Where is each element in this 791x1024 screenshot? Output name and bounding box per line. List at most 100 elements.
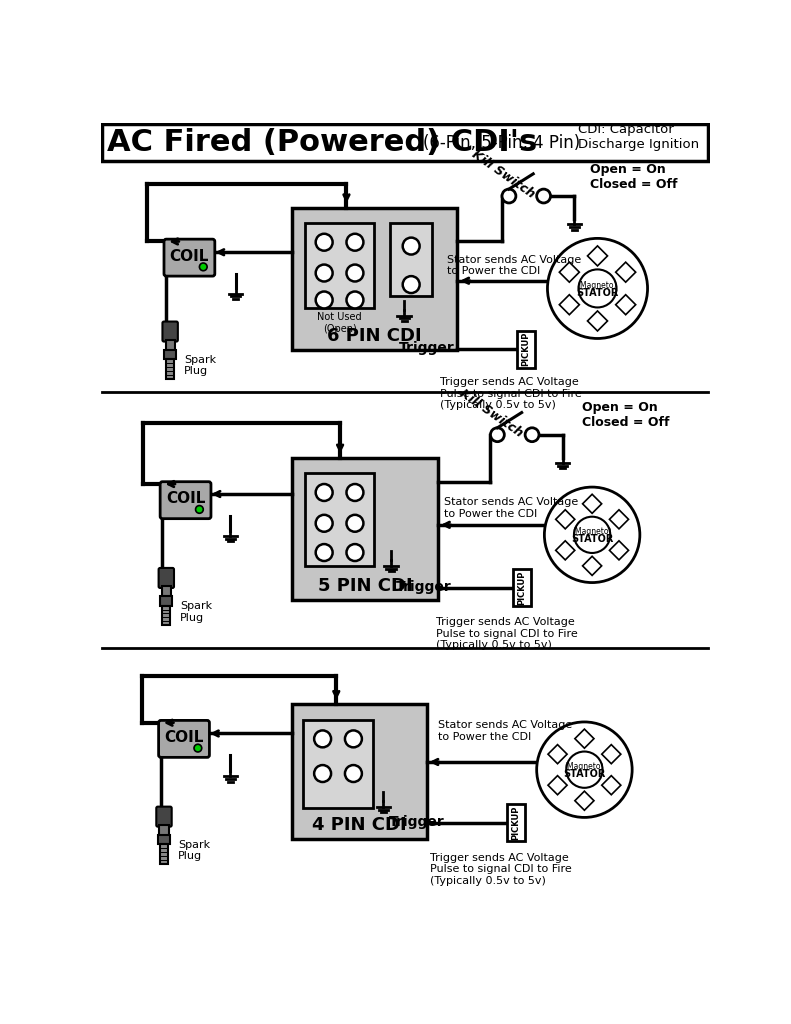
Polygon shape	[559, 295, 579, 314]
Bar	[304, 720, 373, 808]
Circle shape	[403, 276, 420, 293]
Polygon shape	[575, 792, 594, 810]
Bar	[160, 596, 172, 605]
Circle shape	[314, 765, 331, 782]
Bar	[158, 836, 170, 845]
Bar	[166, 359, 174, 379]
Circle shape	[346, 233, 363, 251]
Bar	[517, 331, 536, 368]
Text: 6 PIN CDI: 6 PIN CDI	[327, 328, 422, 345]
Text: Stator sends AC Voltage
to Power the CDI: Stator sends AC Voltage to Power the CDI	[444, 497, 577, 519]
Bar	[292, 705, 426, 839]
Text: STATOR: STATOR	[577, 288, 619, 298]
Bar	[161, 587, 171, 602]
Text: Kill Switch: Kill Switch	[457, 387, 525, 439]
Polygon shape	[548, 744, 567, 764]
Circle shape	[346, 544, 363, 561]
Circle shape	[346, 515, 363, 531]
Text: CDI: Capacitor
Discharge Ignition: CDI: Capacitor Discharge Ignition	[578, 123, 699, 151]
FancyBboxPatch shape	[159, 721, 210, 758]
Polygon shape	[609, 541, 629, 560]
Circle shape	[345, 730, 362, 748]
Text: Stator sends AC Voltage
to Power the CDI: Stator sends AC Voltage to Power the CDI	[438, 720, 573, 742]
Circle shape	[346, 484, 363, 501]
Text: Trigger: Trigger	[396, 581, 451, 594]
Text: Spark
Plug: Spark Plug	[178, 840, 210, 861]
Polygon shape	[602, 775, 621, 795]
Bar	[292, 458, 438, 600]
Circle shape	[345, 765, 362, 782]
FancyBboxPatch shape	[160, 481, 211, 519]
Text: Trigger sends AC Voltage
Pulse to signal CDI to Fire
(Typically 0.5v to 5v): Trigger sends AC Voltage Pulse to signal…	[430, 853, 571, 886]
Polygon shape	[548, 775, 567, 795]
Text: Spark
Plug: Spark Plug	[180, 601, 212, 623]
Circle shape	[195, 506, 203, 513]
Polygon shape	[582, 556, 602, 575]
Polygon shape	[575, 729, 594, 749]
Text: COIL: COIL	[166, 492, 205, 506]
Circle shape	[403, 238, 420, 255]
Polygon shape	[602, 744, 621, 764]
Text: Trigger: Trigger	[399, 341, 455, 355]
Polygon shape	[559, 262, 579, 283]
Bar	[390, 223, 432, 296]
FancyBboxPatch shape	[164, 240, 215, 276]
Circle shape	[316, 544, 333, 561]
Text: (Magneto): (Magneto)	[573, 527, 612, 537]
Circle shape	[316, 515, 333, 531]
Bar	[160, 845, 168, 863]
Text: Trigger sends AC Voltage
Pulse to signal CDI to Fire
(Typically 0.5v to 5v): Trigger sends AC Voltage Pulse to signal…	[436, 617, 577, 650]
Circle shape	[194, 744, 202, 752]
Circle shape	[316, 484, 333, 501]
Circle shape	[525, 428, 539, 441]
Bar	[305, 223, 374, 307]
Bar	[159, 825, 168, 841]
Circle shape	[536, 189, 551, 203]
Text: PICKUP: PICKUP	[521, 332, 531, 367]
Circle shape	[316, 233, 333, 251]
Polygon shape	[582, 495, 602, 513]
Text: COIL: COIL	[170, 249, 209, 263]
Polygon shape	[556, 541, 575, 560]
Circle shape	[490, 428, 505, 441]
Text: 5 PIN CDI: 5 PIN CDI	[318, 578, 412, 595]
Text: Stator sends AC Voltage
to Power the CDI: Stator sends AC Voltage to Power the CDI	[448, 255, 581, 276]
Text: (Magneto): (Magneto)	[565, 762, 604, 771]
Text: Open = On
Closed = Off: Open = On Closed = Off	[582, 401, 670, 429]
Bar	[162, 605, 170, 625]
Polygon shape	[615, 295, 636, 314]
Text: (Magneto): (Magneto)	[577, 281, 617, 290]
Text: AC Fired (Powered) CDI's: AC Fired (Powered) CDI's	[107, 128, 537, 158]
Circle shape	[578, 269, 616, 307]
Text: Trigger: Trigger	[389, 815, 445, 829]
Text: COIL: COIL	[165, 730, 204, 744]
Circle shape	[199, 263, 207, 270]
Polygon shape	[588, 246, 607, 266]
Polygon shape	[588, 311, 607, 331]
Text: STATOR: STATOR	[571, 535, 613, 545]
Circle shape	[547, 239, 648, 339]
Circle shape	[502, 189, 516, 203]
Bar	[507, 804, 525, 842]
Circle shape	[544, 487, 640, 583]
Text: Spark
Plug: Spark Plug	[184, 354, 216, 376]
Bar	[165, 340, 175, 355]
Circle shape	[316, 264, 333, 282]
FancyBboxPatch shape	[157, 807, 172, 826]
Text: STATOR: STATOR	[563, 769, 606, 779]
Text: (6-Pin, 5-Pin, 4 Pin): (6-Pin, 5-Pin, 4 Pin)	[422, 134, 580, 152]
Circle shape	[536, 722, 632, 817]
Circle shape	[346, 264, 363, 282]
Text: Kill Switch: Kill Switch	[469, 148, 537, 201]
Bar	[164, 350, 176, 359]
FancyBboxPatch shape	[159, 568, 174, 588]
Text: Trigger sends AC Voltage
Pulse to signal CDI to Fire
(Typically 0.5v to 5v): Trigger sends AC Voltage Pulse to signal…	[440, 377, 581, 411]
Bar	[292, 208, 457, 350]
Bar	[513, 569, 532, 606]
Circle shape	[316, 292, 333, 308]
Polygon shape	[556, 510, 575, 528]
Text: Open = On
Closed = Off: Open = On Closed = Off	[590, 163, 677, 190]
Text: 4 PIN CDI: 4 PIN CDI	[312, 816, 407, 835]
Circle shape	[314, 730, 331, 748]
FancyBboxPatch shape	[162, 322, 178, 342]
